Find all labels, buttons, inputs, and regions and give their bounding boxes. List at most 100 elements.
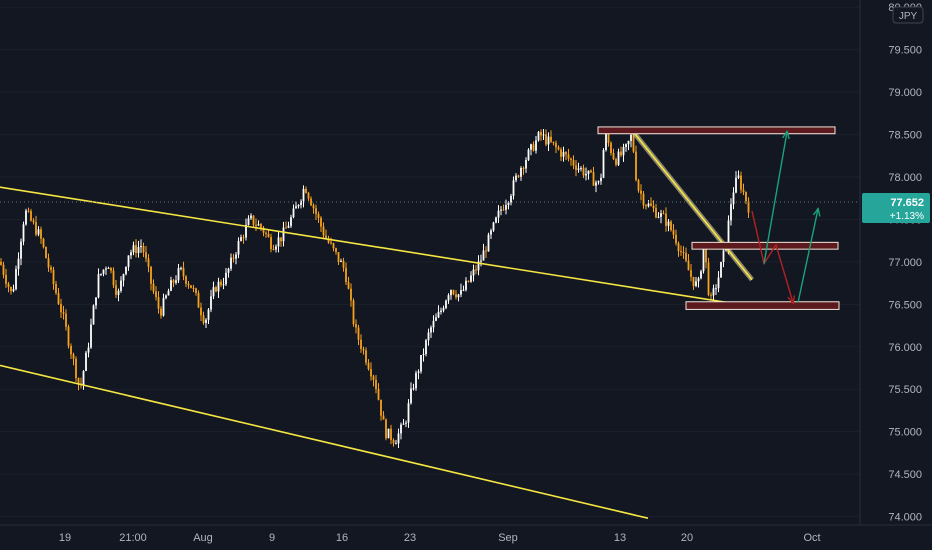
candle-body: [407, 403, 410, 423]
candle-body: [555, 142, 557, 148]
trendlines[interactable]: [0, 126, 761, 519]
time-tick-label: 16: [336, 532, 348, 544]
candle-body: [517, 175, 520, 177]
candle-body: [735, 177, 737, 193]
projection-arrow-green[interactable]: [797, 209, 818, 303]
candle-body: [72, 354, 75, 359]
candle-body: [527, 149, 530, 161]
candle-body: [677, 243, 680, 252]
candle-body: [710, 294, 712, 296]
candle-body: [500, 209, 502, 211]
candle-body: [682, 251, 685, 253]
candle-body: [690, 270, 692, 277]
candle-body: [90, 324, 92, 348]
candle-body: [370, 369, 372, 377]
candle-body: [7, 283, 10, 287]
candle-body: [262, 227, 265, 233]
time-tick-label: 13: [614, 532, 626, 544]
candle-body: [137, 247, 140, 254]
candle-body: [570, 158, 572, 161]
candle-body: [630, 134, 632, 141]
candle-body: [655, 208, 657, 218]
zones[interactable]: [597, 126, 840, 310]
candle-body: [600, 177, 602, 182]
candle-body: [85, 352, 87, 371]
candle-body: [715, 288, 717, 290]
candle-body: [35, 222, 37, 235]
candle-body: [180, 267, 182, 269]
time-tick-label: 21:00: [119, 532, 147, 544]
candle-body: [335, 248, 337, 253]
candle-body: [92, 305, 95, 325]
price-axis[interactable]: [860, 0, 932, 525]
candle-body: [425, 340, 427, 355]
trendline[interactable]: [0, 186, 761, 309]
candle-body: [232, 257, 235, 259]
candle-body: [287, 225, 290, 228]
candle-body: [135, 245, 137, 254]
candle-body: [437, 311, 440, 318]
projection-arrow-red[interactable]: [751, 210, 793, 303]
candle-body: [260, 224, 262, 228]
candle-body: [225, 272, 227, 285]
candle-body: [590, 170, 592, 173]
price-zone[interactable]: [691, 241, 839, 250]
candle-body: [62, 312, 65, 314]
candle-body: [227, 268, 230, 273]
candle-body: [65, 313, 67, 327]
candle-body: [302, 188, 305, 201]
candle-body: [442, 308, 445, 311]
trendline[interactable]: [0, 364, 649, 519]
price-zone[interactable]: [685, 301, 840, 310]
candle-body: [295, 206, 297, 209]
candle-body: [197, 293, 200, 308]
candle-body: [632, 134, 635, 152]
candle-body: [622, 147, 625, 156]
candle-body: [607, 133, 610, 143]
candle-body: [87, 347, 90, 353]
candle-body: [567, 154, 570, 159]
candle-body: [620, 151, 622, 156]
candle-body: [57, 293, 60, 305]
candle-body: [525, 160, 527, 169]
time-axis[interactable]: [0, 525, 932, 550]
candle-body: [12, 289, 15, 292]
price-zone[interactable]: [597, 126, 836, 135]
candle-body: [15, 268, 17, 290]
candle-body: [365, 350, 367, 363]
candle-body: [192, 287, 195, 289]
projection-arrows[interactable]: [751, 132, 818, 303]
trendline[interactable]: [629, 127, 753, 281]
candle-body: [440, 310, 442, 312]
candle-body: [400, 424, 402, 434]
currency-badge[interactable]: [892, 6, 924, 24]
candle-body: [562, 152, 565, 157]
candle-body: [297, 205, 300, 207]
candle-body: [277, 237, 280, 247]
candle-body: [390, 428, 392, 440]
candle-body: [190, 285, 192, 288]
candle-body: [145, 252, 147, 259]
candle-body: [5, 274, 7, 284]
candle-body: [705, 248, 707, 263]
candle-body: [577, 168, 580, 170]
candle-body: [267, 233, 270, 238]
candle-body: [217, 281, 220, 292]
price-tick-label: 75.000: [888, 427, 922, 439]
candle-body: [410, 388, 412, 404]
candle-body: [120, 280, 122, 291]
candle-body: [250, 215, 252, 219]
time-axis-ticks: 19 21:00 Aug 9 16 23 Sep 13 20 Oct: [59, 532, 821, 544]
candle-body: [52, 269, 55, 284]
candle-body: [322, 226, 325, 236]
price-tick-label: 78.000: [888, 172, 922, 184]
candle-body: [342, 260, 345, 268]
candles: [0, 128, 750, 448]
candle-body: [700, 271, 702, 279]
projection-arrow-green[interactable]: [763, 132, 787, 264]
candle-body: [357, 327, 360, 340]
price-tick-label: 76.000: [888, 342, 922, 354]
candle-body: [627, 140, 630, 145]
candle-body: [210, 296, 212, 310]
